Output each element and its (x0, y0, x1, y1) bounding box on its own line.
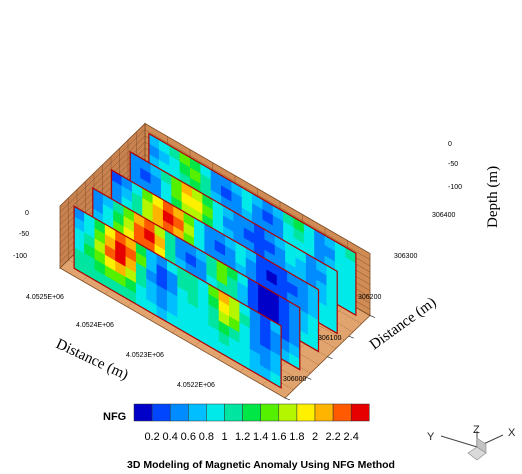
east-tick: 306400 (432, 212, 455, 219)
depth-tick: -100 (448, 184, 462, 191)
wall-grid-line (144, 129, 371, 260)
wall-grid-line (59, 129, 146, 213)
triad-x-label: X (508, 427, 516, 439)
profile-panels (73, 132, 357, 389)
east-tick-mark (327, 356, 333, 360)
colorbar-swatch (242, 403, 261, 422)
north-tick: 4.0523E+06 (126, 352, 164, 359)
east-tick-mark (284, 397, 291, 401)
chart-title: 3D Modeling of Magnetic Anomaly Using NF… (127, 459, 395, 471)
colorbar-swatch (314, 403, 334, 422)
y-axis-line (440, 435, 478, 448)
colorbar-label: NFG (103, 411, 126, 423)
depth-tick: -100 (13, 253, 27, 260)
colorbar-tick-label: 1.8 (289, 431, 304, 443)
colorbar-swatch (133, 403, 153, 422)
colorbar-tick-label: 2.4 (344, 431, 359, 443)
orientation-triad: Z X Y (427, 424, 516, 461)
colorbar-swatch (169, 403, 189, 422)
triad-cube-side (476, 437, 487, 454)
easting-axis-label: Distance (m) (367, 295, 439, 354)
depth-tick: -50 (448, 161, 458, 168)
northing-axis-label: Distance (m) (53, 336, 130, 383)
colorbar: 0.2 0.4 0.6 0.8 1 1.2 1.4 1.6 1.8 2 2.2 2.4 (133, 403, 370, 443)
triad-y-label: Y (427, 431, 435, 443)
north-tick: 4.0525E+06 (26, 294, 64, 301)
east-tick: 306000 (283, 376, 306, 383)
depth-tick: 0 (448, 141, 452, 148)
east-tick: 306100 (318, 335, 341, 342)
colorbar-tick-label: 1 (221, 431, 227, 443)
colorbar-tick-label: 0.2 (144, 431, 159, 443)
colorbar-swatch (260, 403, 280, 422)
colorbar-swatch (278, 403, 298, 422)
depth-tick: -50 (19, 231, 29, 238)
colorbar-tick-label: 1.2 (235, 431, 250, 443)
colorbar-swatch (188, 403, 207, 422)
depth-tick: 0 (25, 210, 29, 217)
panel-outline (73, 205, 282, 389)
colorbar-tick-label: 1.6 (271, 431, 286, 443)
colorbar-tick-label: 2 (312, 431, 318, 443)
colorbar-swatch (151, 403, 171, 422)
colorbar-swatch (332, 403, 352, 422)
colorbar-tick-label: 0.8 (199, 431, 214, 443)
triad-z-label: Z (473, 424, 480, 436)
north-tick: 4.0522E+06 (177, 382, 215, 389)
east-tick-mark (306, 377, 312, 380)
colorbar-tick-label: 0.4 (163, 431, 178, 443)
depth-axis-label: Depth (m) (485, 166, 501, 228)
colorbar-swatch (350, 403, 370, 422)
north-tick: 4.0524E+06 (76, 322, 114, 329)
colorbar-swatch (296, 403, 316, 422)
colorbar-tick-label: 0.6 (181, 431, 196, 443)
colorbar-tick-label: 1.4 (253, 431, 268, 443)
colorbar-swatch (224, 403, 243, 422)
colorbar-swatch (206, 403, 225, 422)
east-tick: 306200 (358, 294, 381, 301)
wall-grid-line (59, 135, 146, 219)
east-tick: 306300 (394, 253, 417, 260)
east-tick-mark (348, 335, 354, 339)
east-tick-mark (369, 315, 376, 318)
profile-panel-306000 (73, 205, 282, 389)
colorbar-tick-label: 2.2 (325, 431, 340, 443)
